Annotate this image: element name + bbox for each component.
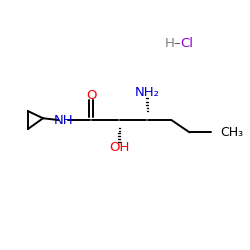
Text: Cl: Cl [181, 37, 194, 50]
Text: H: H [164, 37, 174, 50]
Text: NH₂: NH₂ [134, 86, 160, 99]
Text: CH₃: CH₃ [221, 126, 244, 140]
Text: O: O [86, 89, 97, 102]
Text: –: – [173, 37, 180, 50]
Text: OH: OH [109, 141, 130, 154]
Text: NH: NH [54, 114, 73, 126]
